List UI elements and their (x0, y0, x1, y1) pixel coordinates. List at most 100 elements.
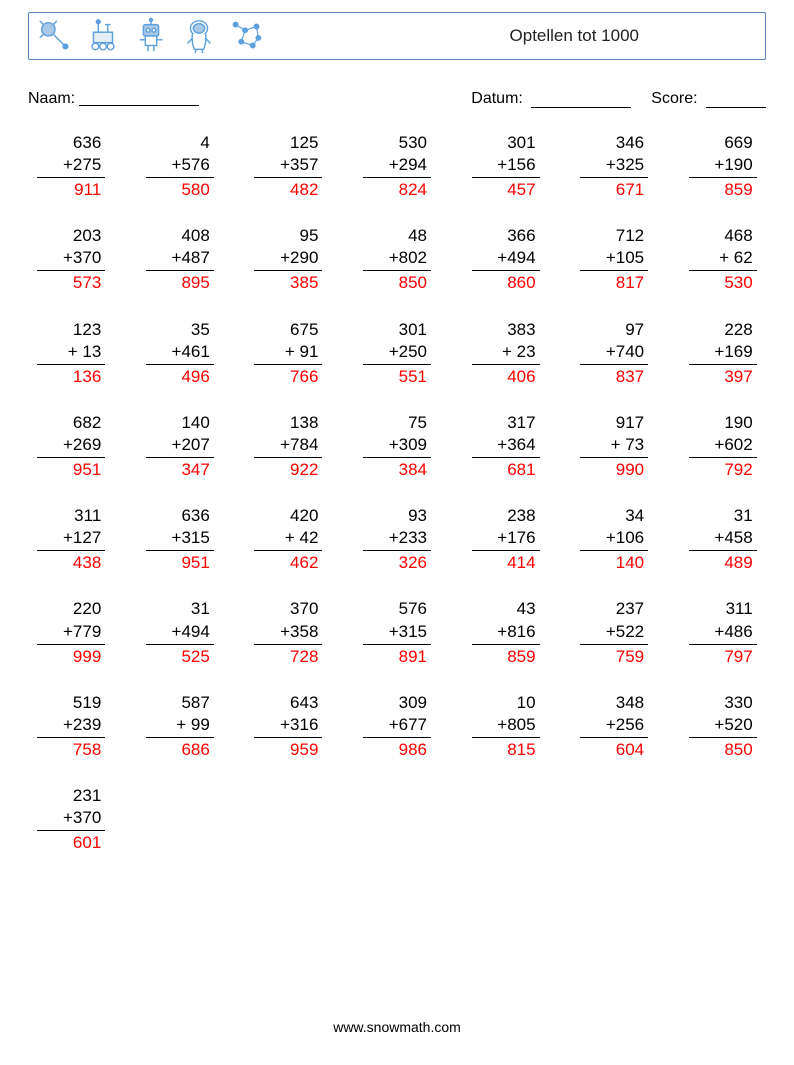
naam-label: Naam: (28, 90, 75, 108)
answer: 824 (363, 178, 431, 201)
problem: 238+176414 (472, 505, 540, 574)
operand-2: +233 (363, 527, 431, 551)
header-icons (35, 16, 267, 56)
answer: 482 (254, 178, 322, 201)
problem: 123+ 13136 (37, 319, 105, 388)
operand-1: 366 (472, 225, 540, 247)
operand-1: 309 (363, 692, 431, 714)
answer: 850 (689, 738, 757, 761)
operand-2: +207 (146, 434, 214, 458)
header-box: Optellen tot 1000 (28, 12, 766, 60)
problem: 519+239758 (37, 692, 105, 761)
operand-2: +494 (146, 621, 214, 645)
problem: 408+487895 (146, 225, 214, 294)
operand-1: 917 (580, 412, 648, 434)
answer: 895 (146, 271, 214, 294)
problem: 712+105817 (580, 225, 648, 294)
operand-1: 231 (37, 785, 105, 807)
operand-1: 125 (254, 132, 322, 154)
operand-1: 576 (363, 598, 431, 620)
operand-1: 190 (689, 412, 757, 434)
operand-1: 31 (146, 598, 214, 620)
problem: 97+740837 (580, 319, 648, 388)
problem: 93+233326 (363, 505, 431, 574)
answer: 347 (146, 458, 214, 481)
answer: 990 (580, 458, 648, 481)
problem: 682+269951 (37, 412, 105, 481)
answer: 766 (254, 365, 322, 388)
answer: 530 (689, 271, 757, 294)
problem: 530+294824 (363, 132, 431, 201)
operand-1: 311 (37, 505, 105, 527)
answer: 580 (146, 178, 214, 201)
operand-1: 370 (254, 598, 322, 620)
problem: 348+256604 (580, 692, 648, 761)
problem: 237+522759 (580, 598, 648, 667)
operand-1: 220 (37, 598, 105, 620)
operand-2: +290 (254, 247, 322, 271)
problem: 587+ 99686 (146, 692, 214, 761)
answer: 922 (254, 458, 322, 481)
operand-1: 35 (146, 319, 214, 341)
problem: 4+576580 (146, 132, 214, 201)
problem: 95+290385 (254, 225, 322, 294)
page-title: Optellen tot 1000 (510, 26, 759, 46)
problem: 31+494525 (146, 598, 214, 667)
operand-1: 95 (254, 225, 322, 247)
answer: 815 (472, 738, 540, 761)
operand-2: +358 (254, 621, 322, 645)
answer: 573 (37, 271, 105, 294)
answer: 891 (363, 645, 431, 668)
answer: 860 (472, 271, 540, 294)
operand-2: +576 (146, 154, 214, 178)
operand-1: 468 (689, 225, 757, 247)
problem: 35+461496 (146, 319, 214, 388)
operand-2: +127 (37, 527, 105, 551)
operand-2: +294 (363, 154, 431, 178)
problem: 330+520850 (689, 692, 757, 761)
problem: 311+486797 (689, 598, 757, 667)
operand-2: +316 (254, 714, 322, 738)
problem: 75+309384 (363, 412, 431, 481)
operand-2: +315 (363, 621, 431, 645)
operand-2: +156 (472, 154, 540, 178)
problem: 301+156457 (472, 132, 540, 201)
answer: 406 (472, 365, 540, 388)
problem: 231+370601 (37, 785, 105, 854)
operand-2: +106 (580, 527, 648, 551)
score-label: Score: (651, 90, 697, 107)
operand-2: +105 (580, 247, 648, 271)
operand-1: 31 (689, 505, 757, 527)
problem: 576+315891 (363, 598, 431, 667)
operand-2: +364 (472, 434, 540, 458)
operand-2: +169 (689, 341, 757, 365)
operand-2: +176 (472, 527, 540, 551)
operand-2: + 62 (689, 247, 757, 271)
operand-2: +370 (37, 247, 105, 271)
operand-2: +325 (580, 154, 648, 178)
operand-1: 519 (37, 692, 105, 714)
problems-grid: 636+2759114+576580125+357482530+29482430… (28, 132, 766, 854)
answer: 604 (580, 738, 648, 761)
score-group: Score: (651, 90, 766, 108)
problem: 636+315951 (146, 505, 214, 574)
operand-1: 330 (689, 692, 757, 714)
problem: 468+ 62530 (689, 225, 757, 294)
operand-2: +740 (580, 341, 648, 365)
operand-2: +256 (580, 714, 648, 738)
operand-1: 712 (580, 225, 648, 247)
operand-2: + 42 (254, 527, 322, 551)
operand-1: 97 (580, 319, 648, 341)
answer: 758 (37, 738, 105, 761)
problem: 43+816859 (472, 598, 540, 667)
operand-2: +816 (472, 621, 540, 645)
operand-1: 301 (363, 319, 431, 341)
operand-1: 138 (254, 412, 322, 434)
operand-2: +520 (689, 714, 757, 738)
operand-1: 346 (580, 132, 648, 154)
operand-1: 228 (689, 319, 757, 341)
operand-2: +784 (254, 434, 322, 458)
answer: 859 (689, 178, 757, 201)
answer: 817 (580, 271, 648, 294)
operand-2: + 99 (146, 714, 214, 738)
